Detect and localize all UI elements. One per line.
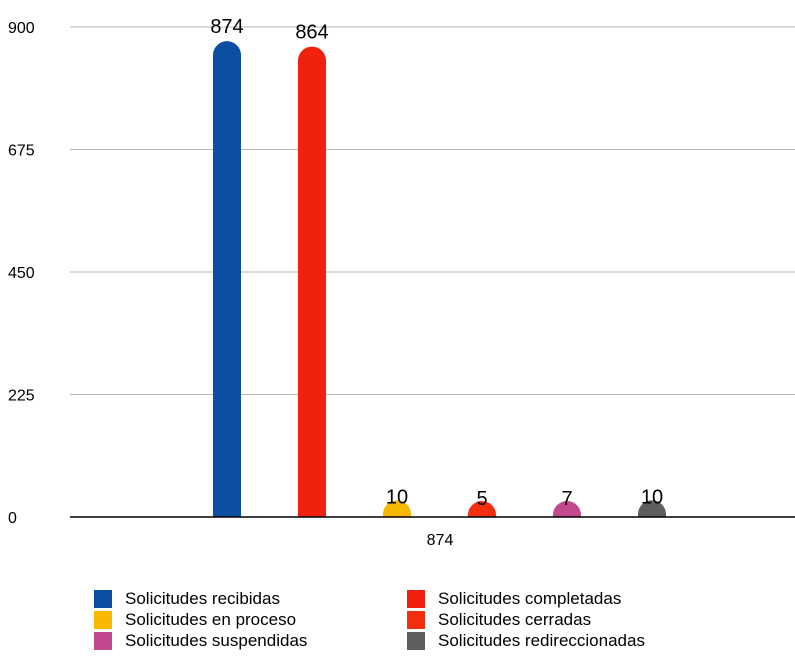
legend-label: Solicitudes cerradas [438,609,592,629]
y-tick-label: 225 [8,388,35,405]
legend-item-redireccionadas: Solicitudes redireccionadas [407,630,707,651]
legend-swatch [94,631,112,650]
legend-item-cerradas: Solicitudes cerradas [407,609,707,630]
data-label: 874 [210,16,243,38]
legend-swatch [94,589,112,608]
legend-label: Solicitudes en proceso [125,609,297,629]
legend-item-completadas: Solicitudes completadas [407,588,707,609]
data-label: 10 [386,487,408,509]
bar-2 [298,46,326,517]
legend-label: Solicitudes recibidas [125,588,280,608]
x-category-label: 874 [427,532,454,549]
y-tick-label: 0 [8,510,17,527]
legend-swatch [407,610,425,629]
data-label: 5 [476,488,487,510]
data-label: 7 [561,488,572,510]
legend-item-recibidas: Solicitudes recibidas [94,588,407,609]
legend-label: Solicitudes completadas [438,588,622,608]
data-label: 864 [295,22,328,44]
bar-6 [638,500,666,517]
legend-swatch [94,610,112,629]
legend: Solicitudes recibidas Solicitudes comple… [94,588,734,651]
bar-1 [213,41,241,518]
legend-label: Solicitudes redireccionadas [438,630,645,650]
legend-item-suspendidas: Solicitudes suspendidas [94,630,407,651]
y-tick-label: 450 [8,265,35,282]
legend-label: Solicitudes suspendidas [125,630,308,650]
data-label: 10 [641,487,663,509]
bar-4 [468,501,496,517]
bar-3 [383,500,411,517]
legend-swatch [407,589,425,608]
y-tick-label: 900 [8,20,35,37]
legend-item-en-proceso: Solicitudes en proceso [94,609,407,630]
bar-5 [553,501,581,517]
bar-chart: 0 225 450 675 900 874 864 10 5 7 10 874 [8,16,795,549]
y-tick-label: 675 [8,143,35,160]
legend-swatch [407,631,425,650]
